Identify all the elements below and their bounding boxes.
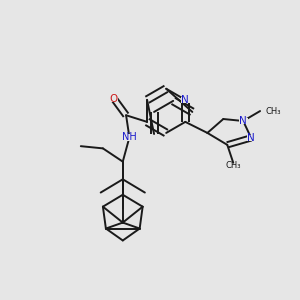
Text: NH: NH [122,132,137,142]
Bar [247,135,256,141]
Bar [181,97,190,103]
Bar [110,95,118,102]
Text: N: N [247,133,255,143]
Bar [239,118,248,124]
Text: CH₃: CH₃ [226,160,241,169]
Text: CH₃: CH₃ [266,106,281,116]
Text: N: N [239,116,247,126]
Bar [127,134,138,141]
Text: N: N [182,95,189,105]
Text: O: O [110,94,118,104]
